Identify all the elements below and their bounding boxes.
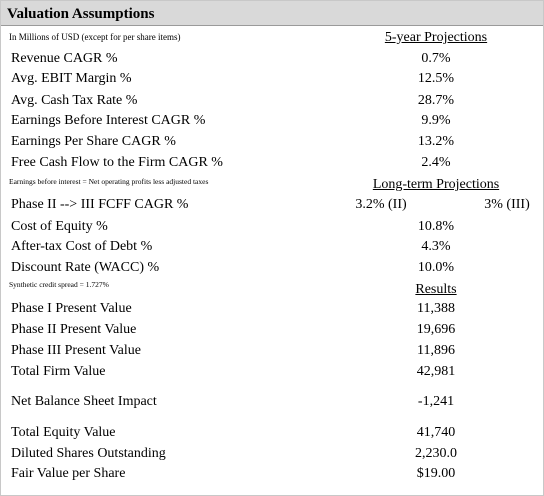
section-heading: Results [415,282,457,297]
subtitle: In Millions of USD (except for per share… [9,32,181,42]
row-label: Earnings Before Interest CAGR % [11,113,206,128]
row-value: 2,230.0 [415,446,457,461]
row-value: 19,696 [416,322,456,337]
row-label: After-tax Cost of Debt % [11,239,153,254]
title: Valuation Assumptions [7,6,155,22]
row-value: 3.2% (II) [355,197,407,212]
row-value: 11,896 [417,343,455,358]
row-label: Phase I Present Value [11,301,132,316]
row-label: Phase II --> III FCFF CAGR % [11,197,189,212]
note: Synthetic credit spread = 1.727% [9,280,109,289]
row-value: 9.9% [421,113,451,128]
row-value: -1,241 [417,394,455,409]
row-label: Avg. Cash Tax Rate % [11,93,138,108]
row-value: 28.7% [417,93,455,108]
row-label: Revenue CAGR % [11,51,118,66]
row-value: 2.4% [421,155,451,170]
section-heading: Long-term Projections [372,177,500,192]
row-value: $19.00 [416,466,456,481]
row-label: Phase III Present Value [11,343,141,358]
row-label: Fair Value per Share [11,466,126,481]
row-label: Diluted Shares Outstanding [11,446,166,461]
row-value: 0.7% [421,51,451,66]
row-label: Avg. EBIT Margin % [11,71,132,86]
row-value: 13.2% [417,134,455,149]
row-value: 11,388 [417,301,455,316]
row-value: 12.5% [417,71,455,86]
row-value: 42,981 [416,364,456,379]
row-label: Free Cash Flow to the Firm CAGR % [11,155,223,170]
row-label: Total Equity Value [11,425,116,440]
row-label: Total Firm Value [11,364,106,379]
row-label: Discount Rate (WACC) % [11,260,160,275]
row-value: 10.8% [417,219,455,234]
row-label: Net Balance Sheet Impact [11,394,157,409]
row-value: 41,740 [416,425,456,440]
row-label: Cost of Equity % [11,219,108,234]
row-label: Phase II Present Value [11,322,137,337]
row-label: Earnings Per Share CAGR % [11,134,176,149]
row-value: 10.0% [417,260,455,275]
row-value: 4.3% [421,239,451,254]
note: Earnings before interest = Net operating… [9,177,209,186]
title-bar [1,1,543,26]
row-value: 3% (III) [484,197,530,212]
section-heading: 5-year Projections [384,30,488,45]
